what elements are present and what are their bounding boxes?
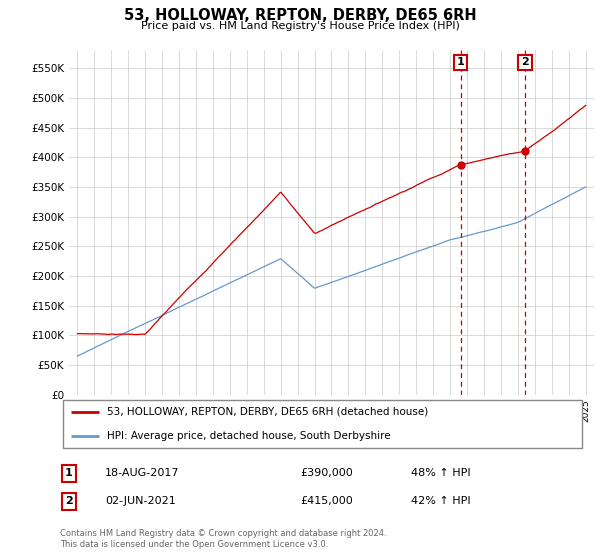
Text: Contains HM Land Registry data © Crown copyright and database right 2024.
This d: Contains HM Land Registry data © Crown c… bbox=[60, 529, 386, 549]
Text: 18-AUG-2017: 18-AUG-2017 bbox=[105, 468, 179, 478]
Text: 02-JUN-2021: 02-JUN-2021 bbox=[105, 496, 176, 506]
Text: 48% ↑ HPI: 48% ↑ HPI bbox=[411, 468, 470, 478]
Text: 2: 2 bbox=[65, 496, 73, 506]
Text: £415,000: £415,000 bbox=[300, 496, 353, 506]
FancyBboxPatch shape bbox=[62, 400, 583, 448]
Text: 1: 1 bbox=[457, 58, 464, 67]
Text: 42% ↑ HPI: 42% ↑ HPI bbox=[411, 496, 470, 506]
Text: 1: 1 bbox=[65, 468, 73, 478]
Text: 53, HOLLOWAY, REPTON, DERBY, DE65 6RH: 53, HOLLOWAY, REPTON, DERBY, DE65 6RH bbox=[124, 8, 476, 24]
Text: HPI: Average price, detached house, South Derbyshire: HPI: Average price, detached house, Sout… bbox=[107, 431, 391, 441]
Text: £390,000: £390,000 bbox=[300, 468, 353, 478]
Text: 53, HOLLOWAY, REPTON, DERBY, DE65 6RH (detached house): 53, HOLLOWAY, REPTON, DERBY, DE65 6RH (d… bbox=[107, 407, 428, 417]
Text: Price paid vs. HM Land Registry's House Price Index (HPI): Price paid vs. HM Land Registry's House … bbox=[140, 21, 460, 31]
Text: 2: 2 bbox=[521, 58, 529, 67]
